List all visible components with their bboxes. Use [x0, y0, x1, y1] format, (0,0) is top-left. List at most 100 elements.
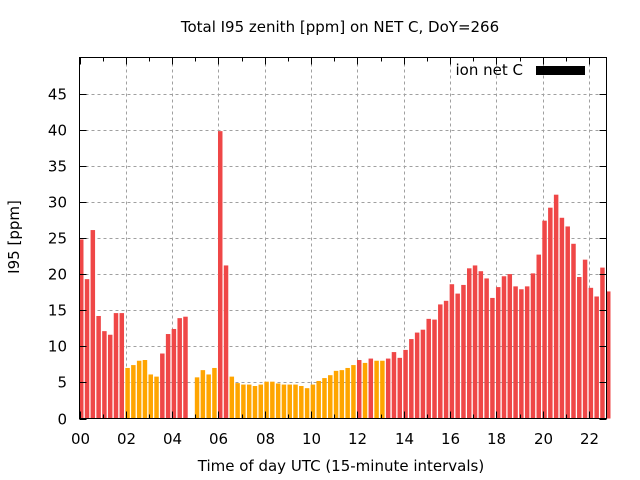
x-tick-label: 08: [256, 430, 275, 448]
x-tick-label: 18: [487, 430, 506, 448]
bar: [275, 383, 281, 419]
bar: [449, 284, 455, 419]
x-tick-label: 14: [395, 430, 414, 448]
bar: [519, 289, 524, 419]
y-tick-label: 10: [48, 338, 67, 356]
y-tick-label: 40: [48, 122, 67, 140]
bar: [154, 376, 159, 419]
bars: [79, 131, 611, 419]
bar: [148, 374, 153, 419]
bar: [310, 384, 316, 419]
bar: [600, 267, 605, 419]
legend-swatch: [536, 66, 585, 75]
bar: [299, 386, 304, 419]
bar: [287, 384, 292, 419]
bar: [212, 367, 217, 419]
bar: [461, 284, 466, 419]
bar: [293, 384, 298, 419]
bar: [113, 313, 119, 419]
bar: [345, 367, 350, 419]
bar: [264, 381, 269, 419]
bar: [206, 374, 211, 419]
y-tick-label: 35: [48, 158, 67, 176]
bar: [542, 220, 547, 419]
bar: [582, 259, 588, 419]
bar: [571, 243, 576, 419]
x-tick-label: 10: [302, 430, 321, 448]
bar: [356, 360, 362, 419]
bar: [79, 239, 84, 419]
bar: [131, 365, 136, 419]
bar: [495, 287, 501, 419]
bar: [351, 365, 356, 419]
bar: [235, 383, 240, 419]
bar: [530, 273, 536, 419]
bar: [420, 329, 426, 419]
bar: [588, 287, 594, 419]
bar: [119, 313, 125, 419]
bar: [96, 315, 101, 419]
bar: [328, 375, 333, 419]
y-tick-labels: 0 5 10 15 20 25 30 35 40 45: [48, 86, 67, 429]
x-tick-label: 04: [163, 430, 182, 448]
x-tick-label: 20: [534, 430, 553, 448]
bar: [177, 318, 182, 419]
bar: [107, 334, 113, 419]
bar: [160, 353, 165, 419]
bar: [403, 349, 408, 419]
bar: [165, 334, 171, 419]
bar: [368, 358, 374, 419]
bar: [513, 286, 518, 419]
bar: [322, 378, 327, 419]
x-tick-label: 06: [209, 430, 228, 448]
x-tick-label: 12: [348, 430, 367, 448]
bar: [438, 304, 443, 419]
x-tick-label: 16: [441, 430, 460, 448]
x-tick-label: 02: [117, 430, 136, 448]
axis-ticks: [79, 57, 607, 420]
bar: [281, 384, 287, 419]
y-tick-label: 20: [48, 266, 67, 284]
y-tick-label: 30: [48, 194, 67, 212]
bar: [606, 291, 611, 419]
bar: [478, 271, 484, 419]
bar: [553, 194, 559, 419]
legend-label: ion net C: [456, 61, 523, 79]
bar: [577, 276, 582, 419]
bar: [252, 386, 258, 419]
y-axis-label: I95 [ppm]: [5, 200, 23, 274]
chart-title: Total I95 zenith [ppm] on NET C, DoY=266: [180, 18, 499, 36]
bar: [490, 297, 495, 419]
bar: [443, 300, 449, 419]
bar: [559, 217, 565, 419]
bar: [472, 265, 478, 419]
bar: [501, 276, 507, 419]
bar: [125, 367, 130, 419]
bar: [524, 286, 530, 419]
x-tick-labels: 00 02 04 06 08 10 12 14 16 18 20 22: [71, 430, 599, 448]
legend: ion net C: [456, 61, 585, 79]
bar: [102, 331, 107, 419]
bar: [426, 318, 431, 419]
bar: [507, 274, 513, 419]
bar: [374, 360, 379, 419]
bar: [229, 376, 235, 419]
bar: [432, 319, 437, 419]
bar: [223, 265, 229, 419]
bar: [414, 332, 420, 419]
bar: [304, 388, 310, 419]
bar: [391, 352, 397, 419]
bar: [217, 131, 223, 419]
bar: [536, 254, 541, 419]
bar: [183, 316, 188, 419]
bar: [316, 380, 321, 419]
bar: [339, 370, 345, 419]
bar: [548, 207, 553, 419]
x-axis-label: Time of day UTC (15-minute intervals): [197, 457, 484, 475]
bar: [565, 226, 570, 419]
bar: [467, 268, 472, 419]
bar: [397, 357, 403, 419]
bar: [142, 360, 148, 419]
bar: [380, 360, 385, 419]
